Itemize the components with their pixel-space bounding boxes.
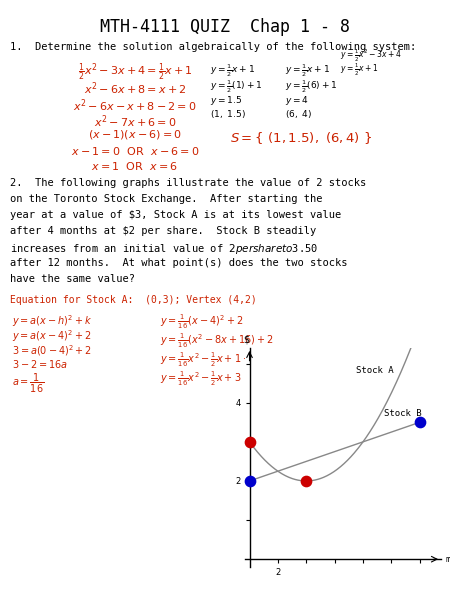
- Text: $x^2 - 6x + 8 = x + 2$: $x^2 - 6x + 8 = x + 2$: [84, 80, 186, 97]
- Text: have the same value?: have the same value?: [10, 274, 135, 284]
- Text: $y = \frac{1}{2}x + 1$: $y = \frac{1}{2}x + 1$: [340, 62, 378, 78]
- Text: $y = \frac{1}{2}x^2 - 3x + 4$: $y = \frac{1}{2}x^2 - 3x + 4$: [340, 48, 401, 64]
- Point: [303, 476, 310, 486]
- Text: $x^2 - 7x + 6 = 0$: $x^2 - 7x + 6 = 0$: [94, 113, 176, 130]
- Text: $y = 1.5$: $y = 1.5$: [210, 94, 242, 107]
- Text: $y = \frac{1}{2}(6) + 1$: $y = \frac{1}{2}(6) + 1$: [285, 78, 338, 95]
- Text: MTH-4111 QUIZ  Chap 1 - 8: MTH-4111 QUIZ Chap 1 - 8: [100, 18, 350, 36]
- Text: after 12 months.  At what point(s) does the two stocks: after 12 months. At what point(s) does t…: [10, 258, 347, 268]
- Text: Stock B: Stock B: [384, 409, 422, 418]
- Text: $a = \dfrac{1}{16}$: $a = \dfrac{1}{16}$: [12, 372, 45, 395]
- Point: [246, 476, 253, 486]
- Text: $x^2 - 6x - x + 8 - 2 = 0$: $x^2 - 6x - x + 8 - 2 = 0$: [73, 97, 197, 113]
- Text: $y = a(x - 4)^2 + 2$: $y = a(x - 4)^2 + 2$: [12, 328, 91, 344]
- Text: months: months: [445, 554, 450, 563]
- Point: [246, 437, 253, 446]
- Text: $y = \frac{1}{16}(x^2 - 8x + 16) + 2$: $y = \frac{1}{16}(x^2 - 8x + 16) + 2$: [160, 332, 274, 350]
- Text: $y = 4$: $y = 4$: [285, 94, 309, 107]
- Text: $3 - 2 = 16a$: $3 - 2 = 16a$: [12, 358, 68, 370]
- Text: Equation for Stock A:  (0,3); Vertex (4,2): Equation for Stock A: (0,3); Vertex (4,2…: [10, 295, 257, 305]
- Text: $y = \frac{1}{2}x + 1$: $y = \frac{1}{2}x + 1$: [210, 62, 255, 79]
- Text: $(x - 1)(x - 6) = 0$: $(x - 1)(x - 6) = 0$: [88, 128, 182, 141]
- Text: $: $: [243, 334, 250, 344]
- Text: $y = \frac{1}{2}x + 1$: $y = \frac{1}{2}x + 1$: [285, 62, 330, 79]
- Text: Stock A: Stock A: [356, 367, 393, 376]
- Point: [416, 418, 423, 427]
- Text: $(6,\ 4)$: $(6,\ 4)$: [285, 108, 312, 120]
- Text: $x = 1\ \ \mathrm{OR}\ \ x = 6$: $x = 1\ \ \mathrm{OR}\ \ x = 6$: [91, 160, 179, 172]
- Text: $y = \frac{1}{16}x^2 - \frac{1}{2}x + 1 + 2$: $y = \frac{1}{16}x^2 - \frac{1}{2}x + 1 …: [160, 351, 260, 369]
- Text: $y = \frac{1}{16}(x - 4)^2 + 2$: $y = \frac{1}{16}(x - 4)^2 + 2$: [160, 313, 243, 331]
- Text: $\frac{1}{2}x^2 - 3x + 4 = \frac{1}{2}x + 1$: $\frac{1}{2}x^2 - 3x + 4 = \frac{1}{2}x …: [77, 62, 193, 83]
- Text: $y = \frac{1}{16}x^2 - \frac{1}{2}x + 3$: $y = \frac{1}{16}x^2 - \frac{1}{2}x + 3$: [160, 370, 242, 388]
- Text: 1.  Determine the solution algebraically of the following system:: 1. Determine the solution algebraically …: [10, 42, 416, 52]
- Text: on the Toronto Stock Exchange.  After starting the: on the Toronto Stock Exchange. After sta…: [10, 194, 323, 204]
- Text: $y = a(x - h)^2 + k$: $y = a(x - h)^2 + k$: [12, 313, 92, 329]
- Text: year at a value of $3, Stock A is at its lowest value: year at a value of $3, Stock A is at its…: [10, 210, 341, 220]
- Text: after 4 months at $2 per share.  Stock B steadily: after 4 months at $2 per share. Stock B …: [10, 226, 316, 236]
- Text: $(1,\ 1.5)$: $(1,\ 1.5)$: [210, 108, 246, 120]
- Text: $3 = a(0 - 4)^2 + 2$: $3 = a(0 - 4)^2 + 2$: [12, 343, 92, 358]
- Text: $S = \{\ (1,1.5),\ (6,4)\ \}$: $S = \{\ (1,1.5),\ (6,4)\ \}$: [230, 130, 372, 146]
- Text: 2.  The following graphs illustrate the value of 2 stocks: 2. The following graphs illustrate the v…: [10, 178, 366, 188]
- Text: increases from an initial value of $2 per share to $3.50: increases from an initial value of $2 pe…: [10, 242, 318, 256]
- Text: $x - 1 = 0\ \ \mathrm{OR}\ \ x - 6 = 0$: $x - 1 = 0\ \ \mathrm{OR}\ \ x - 6 = 0$: [71, 145, 199, 157]
- Text: $y = \frac{1}{2}(1) + 1$: $y = \frac{1}{2}(1) + 1$: [210, 78, 262, 95]
